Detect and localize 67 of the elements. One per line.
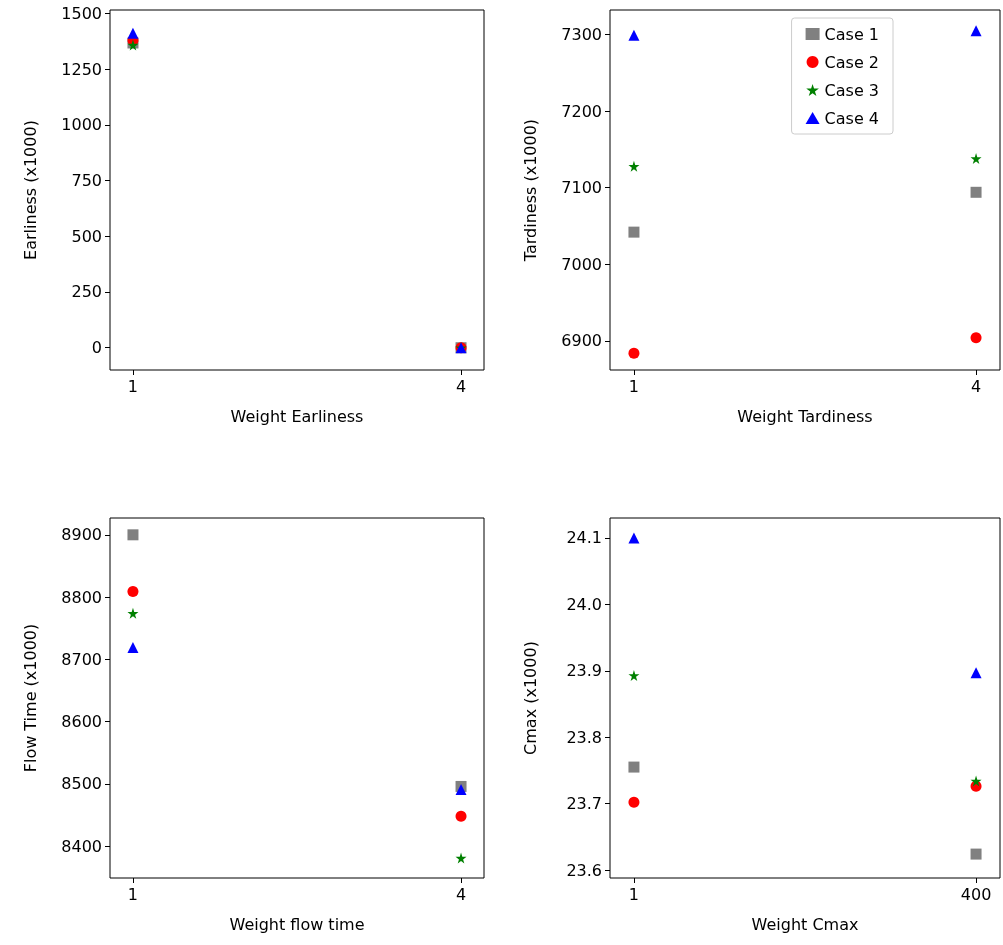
point: [628, 226, 640, 238]
x-axis-title: Weight Earliness: [230, 406, 364, 426]
point: [127, 607, 139, 619]
legend-label: Case 4: [824, 108, 879, 128]
point: [628, 347, 640, 359]
point: [455, 784, 467, 796]
point: [628, 669, 640, 681]
y-tick-label: 23.7: [566, 794, 602, 814]
y-tick-label: 24.0: [566, 594, 602, 614]
point: [628, 532, 640, 544]
y-tick-label: 6900: [561, 331, 602, 351]
y-tick-label: 7100: [561, 178, 602, 198]
point: [127, 529, 139, 541]
y-tick-label: 750: [71, 171, 102, 191]
point: [628, 761, 640, 773]
point: [455, 810, 467, 822]
legend-label: Case 1: [824, 24, 879, 44]
x-axis-title: Weight Cmax: [751, 914, 859, 934]
point: [127, 27, 139, 39]
y-axis-title: Cmax (x1000): [520, 641, 540, 755]
y-tick-label: 8500: [61, 774, 102, 794]
y-tick-label: 1250: [61, 59, 102, 79]
x-tick-label: 4: [455, 376, 467, 396]
y-tick-label: 7200: [561, 101, 602, 121]
y-tick-label: 23.6: [566, 860, 602, 880]
point: [970, 25, 982, 37]
y-tick-label: 23.9: [566, 661, 602, 681]
y-tick-label: 500: [71, 226, 102, 246]
y-tick-label: 8400: [61, 836, 102, 856]
y-tick-label: 24.1: [566, 528, 602, 548]
y-tick-label: 1500: [61, 3, 102, 23]
x-tick-label: 1: [628, 376, 640, 396]
legend-label: Case 3: [824, 80, 879, 100]
point: [127, 642, 139, 654]
y-axis-title: Tardiness (x1000): [520, 118, 540, 263]
y-tick-label: 8800: [61, 587, 102, 607]
x-tick-label: 1: [127, 376, 139, 396]
point: [628, 160, 640, 172]
point: [970, 775, 982, 787]
point: [970, 848, 982, 860]
y-axis-title: Flow Time (x1000): [20, 623, 40, 773]
point: [455, 852, 467, 864]
point: [970, 332, 982, 344]
x-tick-label: 4: [455, 884, 467, 904]
x-axis-title: Weight flow time: [229, 914, 365, 934]
x-tick-label: 1: [127, 884, 139, 904]
point: [127, 586, 139, 597]
y-tick-label: 250: [71, 282, 102, 302]
legend-label: Case 2: [824, 52, 879, 72]
point: [628, 29, 640, 41]
y-axis-title: Earliness (x1000): [20, 120, 40, 260]
y-tick-label: 0: [91, 338, 102, 358]
x-tick-label: 400: [960, 884, 992, 904]
point: [970, 153, 982, 165]
point: [970, 186, 982, 198]
y-tick-label: 23.8: [566, 727, 602, 747]
y-tick-label: 8700: [61, 649, 102, 669]
y-tick-label: 8900: [61, 525, 102, 545]
point: [628, 796, 640, 808]
x-tick-label: 1: [628, 884, 640, 904]
x-tick-label: 4: [970, 376, 982, 396]
y-tick-label: 7000: [561, 254, 602, 274]
x-axis-title: Weight Tardiness: [737, 406, 873, 426]
y-tick-label: 8600: [61, 712, 102, 732]
y-tick-label: 7300: [561, 25, 602, 45]
y-tick-label: 1000: [61, 115, 102, 135]
point: [970, 667, 982, 679]
